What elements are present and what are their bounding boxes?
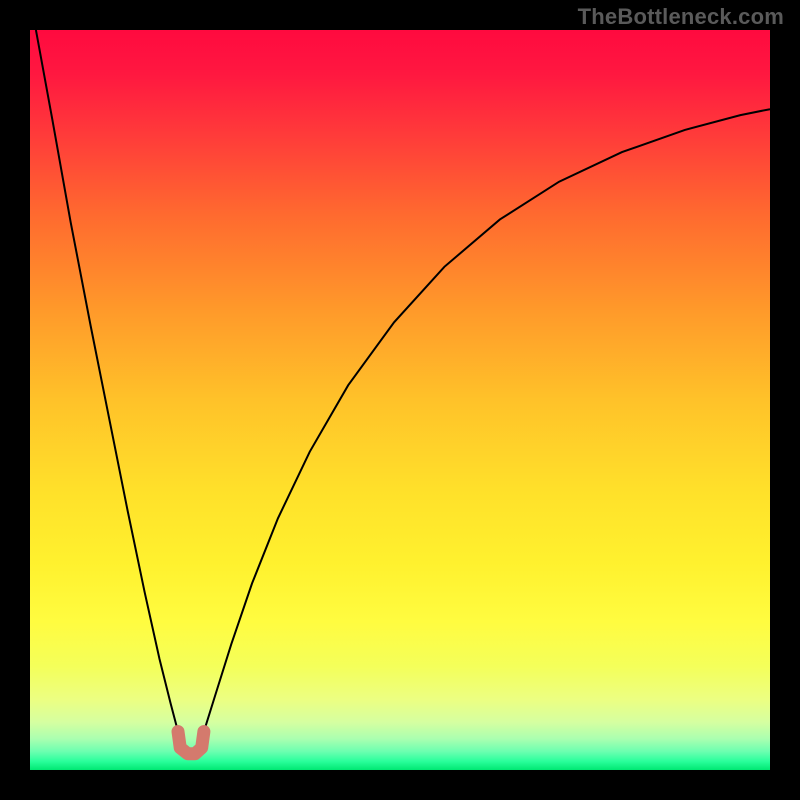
dip-marker [178, 732, 204, 754]
chart-frame: TheBottleneck.com [0, 0, 800, 800]
curve-layer [30, 30, 770, 770]
curve-right-branch [204, 109, 770, 731]
watermark-text: TheBottleneck.com [578, 4, 784, 30]
curve-left-branch [36, 30, 178, 732]
plot-area [30, 30, 770, 770]
